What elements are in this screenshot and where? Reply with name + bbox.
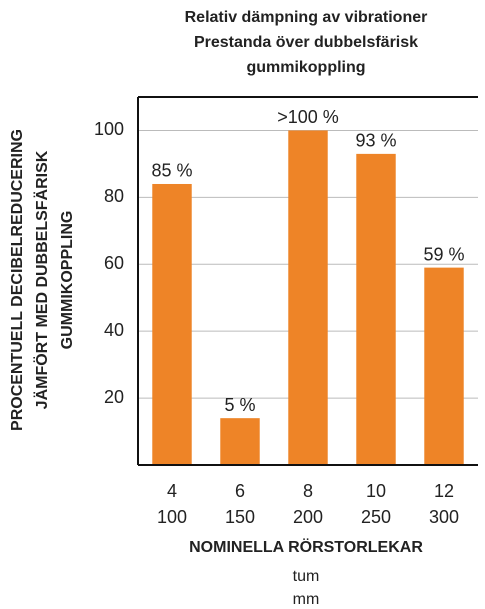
x-axis-label: NOMINELLA RÖRSTORLEKAR bbox=[189, 537, 423, 556]
y-axis-label-line: PROCENTUELL DECIBELREDUCERING bbox=[9, 129, 26, 431]
bar-label: 93 % bbox=[355, 131, 396, 151]
chart-title: Relativ dämpning av vibrationer bbox=[185, 9, 428, 26]
bar-label: 5 % bbox=[224, 395, 255, 415]
x-tick-label: 10 bbox=[366, 481, 386, 501]
x-unit: mm bbox=[293, 591, 320, 608]
x-tick-label: 8 bbox=[303, 481, 313, 501]
y-axis-label-line: GUMMIKOPPLING bbox=[59, 211, 76, 350]
x-tick-label-mm: 100 bbox=[157, 507, 187, 527]
x-tick-label: 6 bbox=[235, 481, 245, 501]
bar-label: 85 % bbox=[151, 161, 192, 181]
x-tick-label: 12 bbox=[434, 481, 454, 501]
y-axis-label-line: JÄMFÖRT MED DUBBELSFÄRISK bbox=[32, 150, 51, 409]
x-tick-label-mm: 200 bbox=[293, 507, 323, 527]
chart-title: Prestanda över dubbelsfärisk bbox=[194, 34, 418, 51]
x-tick-label-mm: 300 bbox=[429, 507, 459, 527]
bar bbox=[220, 418, 260, 465]
y-tick-label: 100 bbox=[94, 119, 124, 139]
chart-title: gummikoppling bbox=[246, 59, 365, 76]
x-unit: tum bbox=[293, 568, 320, 585]
bar bbox=[424, 267, 464, 465]
bar bbox=[152, 183, 192, 465]
y-axis-label: PROCENTUELL DECIBELREDUCERING JÄMFÖRT ME… bbox=[9, 129, 76, 431]
bar bbox=[288, 130, 328, 466]
y-tick-label: 80 bbox=[104, 186, 124, 206]
bar bbox=[356, 153, 396, 465]
x-tick-label-mm: 150 bbox=[225, 507, 255, 527]
bar-label: 59 % bbox=[423, 244, 464, 264]
bar-label: >100 % bbox=[277, 107, 339, 127]
y-tick-label: 40 bbox=[104, 320, 124, 340]
y-tick-label: 60 bbox=[104, 253, 124, 273]
x-tick-label: 4 bbox=[167, 481, 177, 501]
x-tick-label-mm: 250 bbox=[361, 507, 391, 527]
y-tick-label: 20 bbox=[104, 387, 124, 407]
